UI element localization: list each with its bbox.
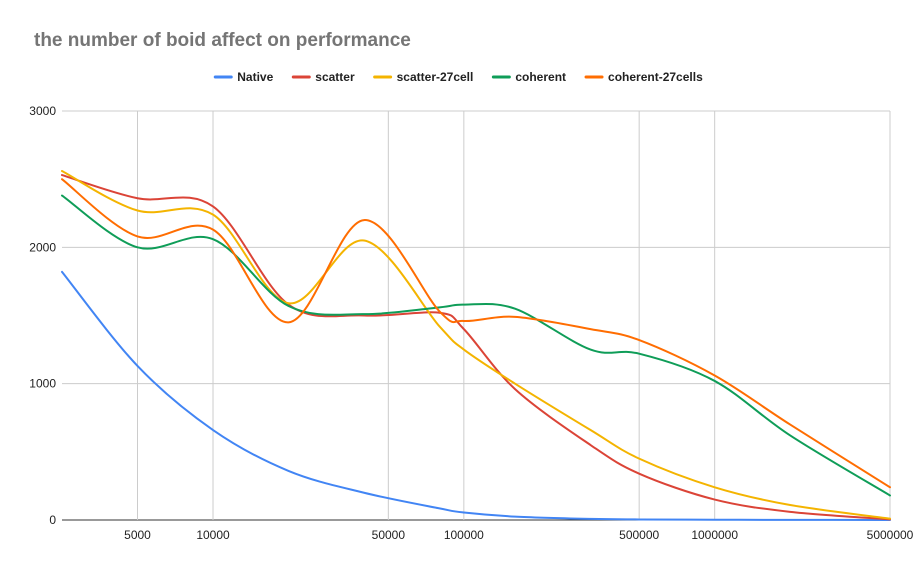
legend-label-native: Native — [237, 70, 273, 84]
x-tick-label: 500000 — [619, 528, 659, 542]
series-layer — [61, 169, 891, 521]
series-line-coherent-27cells — [61, 178, 891, 489]
series-line-scatter — [61, 174, 891, 521]
x-tick-label: 50000 — [372, 528, 406, 542]
legend-label-coherent: coherent — [515, 70, 566, 84]
chart-title: the number of boid affect on performance — [34, 30, 411, 51]
grid-layer — [62, 110, 891, 521]
legend-label-scatter-27cell: scatter-27cell — [397, 70, 474, 84]
legend: Native scatter scatter-27cell coherent coher… — [213, 70, 703, 84]
x-tick-label: 10000 — [196, 528, 230, 542]
y-tick-label: 1000 — [29, 377, 56, 391]
x-tick-label: 5000000 — [867, 528, 914, 542]
x-tick-label: 5000 — [124, 528, 151, 542]
series-line-scatter-27cell — [61, 169, 891, 520]
y-tick-label: 2000 — [29, 240, 56, 254]
x-tick-label: 1000000 — [691, 528, 738, 542]
axis-layer: 0 1000 2000 3000 5000 10000 50000 100000 500000 1… — [29, 104, 913, 542]
y-tick-label: 3000 — [29, 104, 56, 118]
legend-label-coherent-27cells: coherent-27cells — [608, 70, 703, 84]
y-tick-label: 0 — [49, 513, 56, 527]
legend-label-scatter: scatter — [315, 70, 355, 84]
x-tick-label: 100000 — [444, 528, 484, 542]
series-line-coherent — [61, 194, 891, 497]
series-line-native — [61, 270, 891, 521]
